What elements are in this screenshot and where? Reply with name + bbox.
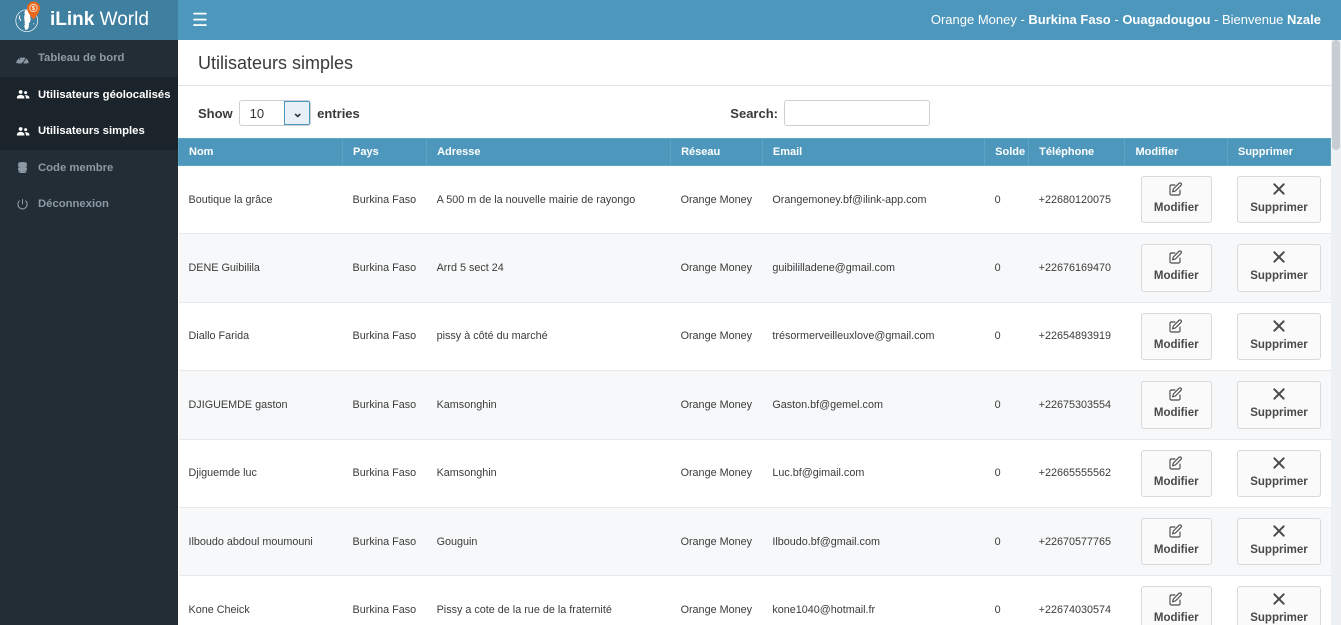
svg-text:$: $ — [32, 6, 35, 12]
